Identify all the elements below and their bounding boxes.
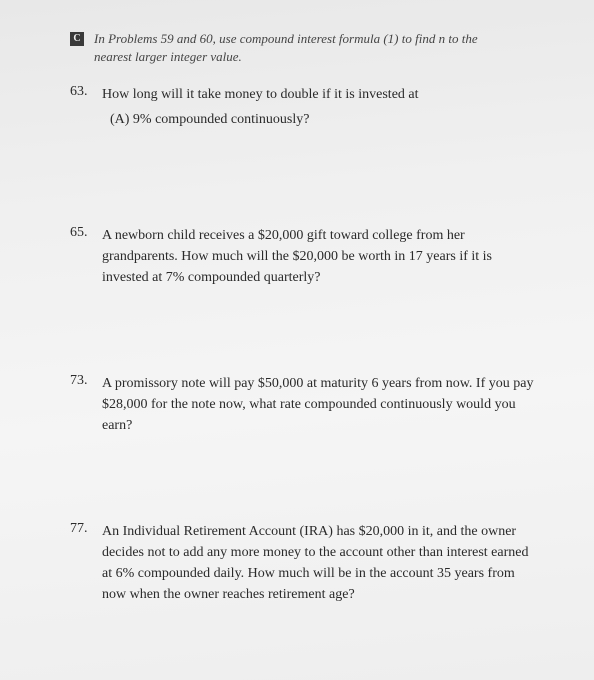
problem-65: 65. A newborn child receives a $20,000 g…: [70, 225, 539, 288]
problem-text: A newborn child receives a $20,000 gift …: [102, 228, 492, 285]
problem-77: 77. An Individual Retirement Account (IR…: [70, 521, 539, 605]
problem-sub: (A) 9% compounded continuously?: [110, 109, 419, 130]
problem-63: 63. How long will it take money to doubl…: [70, 84, 539, 130]
problem-text: How long will it take money to double if…: [102, 87, 419, 102]
problem-number: 73.: [70, 373, 102, 436]
problem-text: An Individual Retirement Account (IRA) h…: [102, 524, 528, 602]
problem-body: How long will it take money to double if…: [102, 84, 419, 130]
problem-body: An Individual Retirement Account (IRA) h…: [102, 521, 539, 605]
problem-73: 73. A promissory note will pay $50,000 a…: [70, 373, 539, 436]
problem-body: A newborn child receives a $20,000 gift …: [102, 225, 539, 288]
instructions-block: C In Problems 59 and 60, use compound in…: [70, 30, 539, 66]
problem-number: 65.: [70, 225, 102, 288]
problem-body: A promissory note will pay $50,000 at ma…: [102, 373, 539, 436]
problem-number: 63.: [70, 84, 102, 130]
problem-number: 77.: [70, 521, 102, 605]
calculator-icon: C: [70, 32, 84, 46]
instructions-text: In Problems 59 and 60, use compound inte…: [94, 30, 514, 66]
problem-text: A promissory note will pay $50,000 at ma…: [102, 376, 533, 433]
